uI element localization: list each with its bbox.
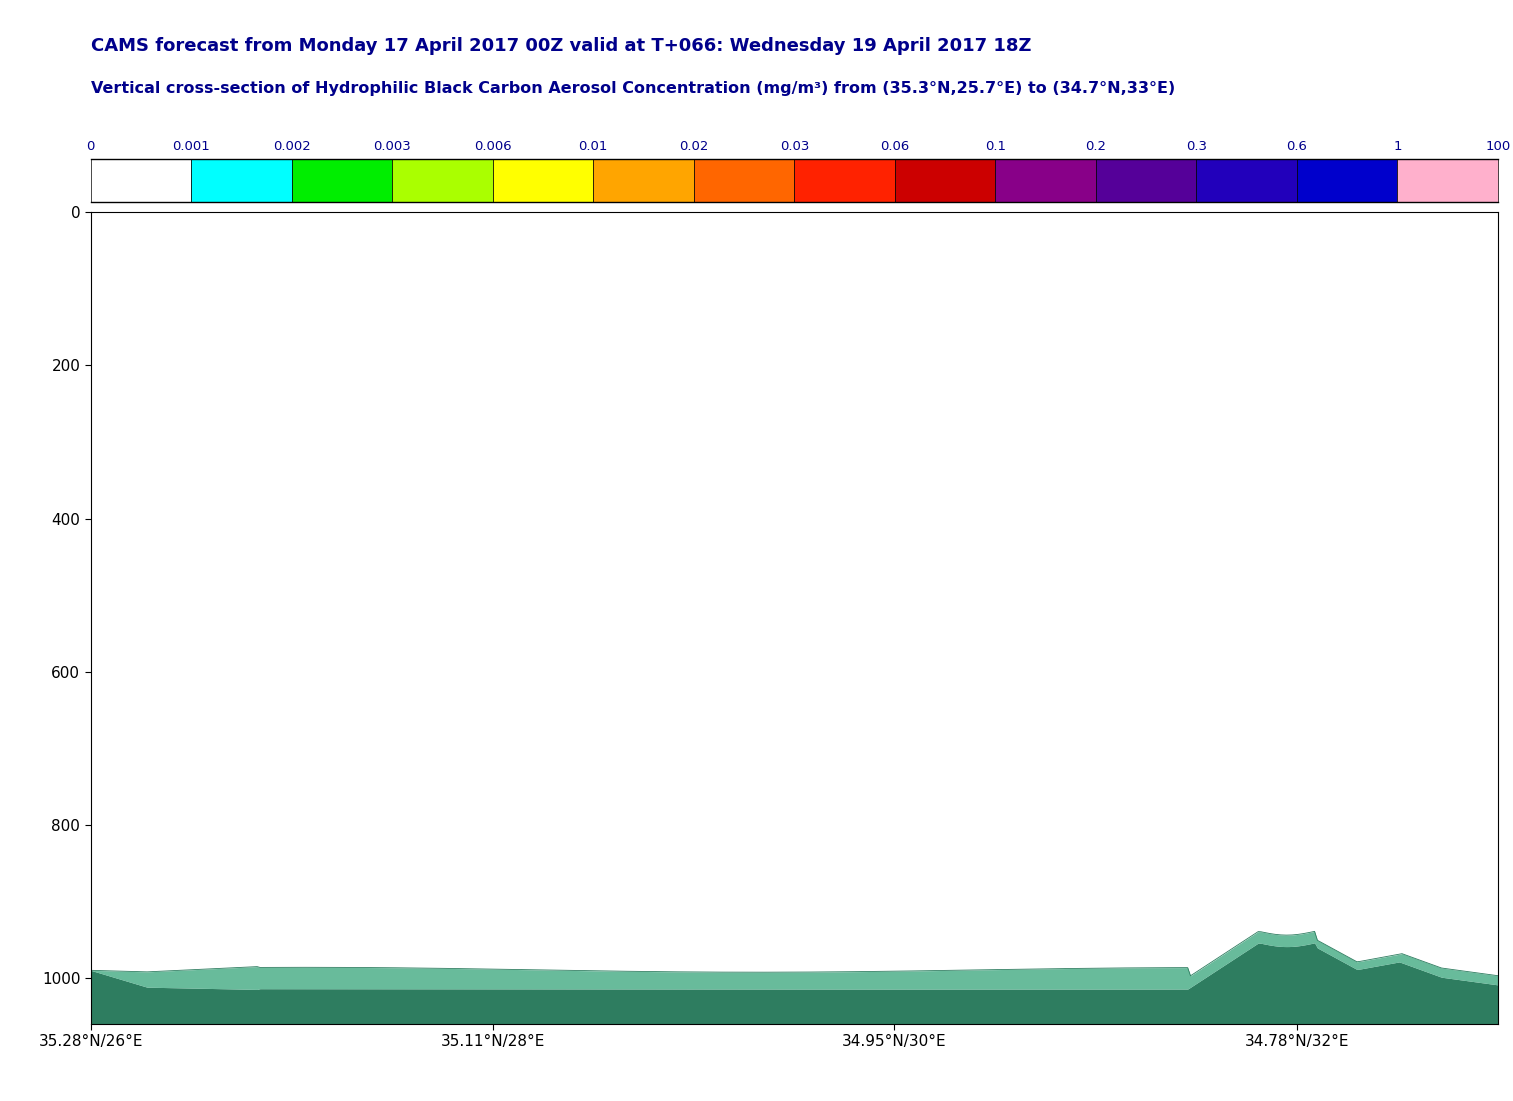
Bar: [191, 159, 292, 201]
Text: Vertical cross-section of Hydrophilic Black Carbon Aerosol Concentration (mg/m³): Vertical cross-section of Hydrophilic Bl…: [91, 81, 1176, 97]
Bar: [292, 159, 392, 201]
Text: CAMS forecast from Monday 17 April 2017 00Z valid at T+066: Wednesday 19 April 2: CAMS forecast from Monday 17 April 2017 …: [91, 37, 1032, 55]
Text: 0.006: 0.006: [474, 140, 511, 153]
Text: 100: 100: [1486, 140, 1510, 153]
Bar: [1398, 159, 1498, 201]
Bar: [593, 159, 694, 201]
Text: 0.1: 0.1: [985, 140, 1006, 153]
Bar: [894, 159, 996, 201]
Bar: [1297, 159, 1398, 201]
Text: 0.6: 0.6: [1286, 140, 1307, 153]
Text: 0.002: 0.002: [272, 140, 310, 153]
Bar: [493, 159, 593, 201]
Bar: [392, 159, 493, 201]
Text: 0.2: 0.2: [1085, 140, 1106, 153]
Text: 0: 0: [86, 140, 95, 153]
Text: 1: 1: [1393, 140, 1401, 153]
Text: 0.01: 0.01: [578, 140, 608, 153]
Bar: [996, 159, 1095, 201]
Bar: [91, 159, 191, 201]
Bar: [1197, 159, 1297, 201]
Text: 0.03: 0.03: [779, 140, 809, 153]
Bar: [694, 159, 794, 201]
Text: 0.02: 0.02: [679, 140, 708, 153]
Text: 0.003: 0.003: [374, 140, 412, 153]
Text: 0.06: 0.06: [881, 140, 909, 153]
Text: 0.001: 0.001: [172, 140, 210, 153]
Bar: [794, 159, 894, 201]
Text: 0.3: 0.3: [1186, 140, 1207, 153]
Bar: [1095, 159, 1197, 201]
